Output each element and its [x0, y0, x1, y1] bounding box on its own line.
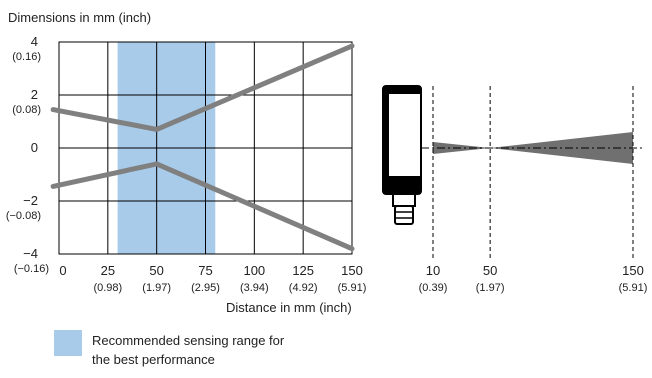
legend-text-line1: Recommended sensing range for [92, 333, 285, 348]
y-tick-sublabel: (0.16) [12, 51, 41, 63]
x-axis-ticks: 0 25 (0.98) 50 (1.97) 75 (2.95) 100 (3.94) 125 (4.… [59, 263, 366, 294]
x-tick-sublabel: (4.92) [289, 282, 318, 294]
distance-marker-label: 50 [483, 263, 497, 278]
x-axis-title: Distance in mm (inch) [226, 300, 352, 315]
sensor-bottom-band [383, 176, 421, 194]
y-tick-sublabel: (0.08) [12, 104, 41, 116]
x-tick-label: 0 [59, 263, 66, 278]
distance-marker-label: 10 [426, 263, 440, 278]
x-tick-label: 100 [243, 263, 265, 278]
sensor-side-band [383, 94, 389, 194]
x-tick-label: 125 [292, 263, 314, 278]
y-tick-label: 2 [31, 87, 38, 102]
y-tick-label: 0 [31, 140, 38, 155]
x-tick-label: 50 [149, 263, 163, 278]
sensor-beam [421, 132, 645, 164]
y-tick-label: 4 [31, 34, 38, 49]
x-tick-sublabel: (0.98) [93, 282, 122, 294]
sensor-top-band [383, 86, 421, 94]
distance-marker-sublabel: (0.39) [419, 282, 448, 294]
x-tick-sublabel: (1.97) [142, 282, 171, 294]
boundary-line [50, 43, 355, 132]
x-tick-sublabel: (5.91) [338, 282, 367, 294]
plot-grid [58, 41, 353, 255]
distance-marker-sublabel: (5.91) [619, 282, 648, 294]
y-tick-label: −2 [23, 193, 38, 208]
legend-swatch [54, 330, 82, 356]
y-axis-ticks: 4 (0.16) 2 (0.08) 0 −2 (−0.08) −4 (−0.16) [6, 34, 49, 275]
beam-near-wedge [433, 142, 491, 154]
x-tick-label: 150 [341, 263, 363, 278]
y-tick-label: −4 [23, 246, 38, 261]
y-axis-title: Dimensions in mm (inch) [8, 10, 151, 25]
x-tick-sublabel: (3.94) [240, 282, 269, 294]
plot-frame [58, 41, 353, 255]
distance-marker-label: 150 [622, 263, 644, 278]
y-tick-sublabel: (−0.16) [14, 263, 49, 275]
sensor-distance-markers: 10 (0.39) 50 (1.97) 150 (5.91) [419, 86, 648, 294]
sensor-connector-neck [392, 193, 416, 207]
legend: Recommended sensing range for the best p… [54, 330, 285, 367]
x-tick-sublabel: (2.95) [191, 282, 220, 294]
sensor-connector [394, 205, 414, 225]
distance-marker-sublabel: (1.97) [476, 282, 505, 294]
y-tick-sublabel: (−0.08) [6, 210, 41, 222]
legend-text-line2: the best performance [92, 352, 215, 367]
plot-series [50, 43, 355, 252]
sensor-diagram: 10 (0.39) 50 (1.97) 150 (5.91) [382, 85, 648, 294]
x-tick-label: 75 [198, 263, 212, 278]
x-tick-label: 25 [101, 263, 115, 278]
boundary-line [50, 161, 355, 252]
